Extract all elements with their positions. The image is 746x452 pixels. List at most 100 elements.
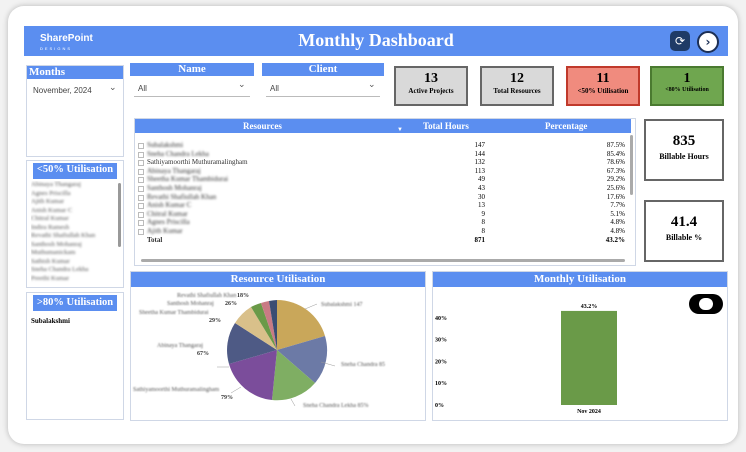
months-slicer: Months November, 2024 ⌄	[26, 65, 124, 157]
kpi-label: <50% Utilisation	[577, 87, 629, 95]
table-row[interactable]: Sathiyamoorthi Muthuramalingham 132 78.6%	[135, 158, 631, 167]
y-tick-label: 40%	[435, 316, 447, 322]
page-title: Monthly Dashboard	[298, 30, 454, 50]
table-row[interactable]: Sheetha Kumar Thambidurai 49 29.2%	[135, 175, 631, 184]
table-row[interactable]: Sneha Chandra Lekha 144 85.4%	[135, 150, 631, 159]
row-checkbox[interactable]	[138, 151, 144, 158]
row-name: Sathiyamoorthi Muthuramalingham	[147, 158, 248, 167]
divider	[134, 96, 250, 97]
list-item[interactable]: Preethi Kumar	[31, 274, 70, 282]
row-checkbox[interactable]	[138, 168, 144, 175]
col-percentage[interactable]: Percentage	[545, 121, 588, 131]
refresh-button[interactable]: ⟳	[670, 31, 690, 51]
row-checkbox[interactable]	[138, 186, 144, 192]
pie-slice[interactable]	[277, 300, 325, 350]
table-row[interactable]: Abinaya Thangaraj 113 67.3%	[135, 167, 631, 176]
list-item[interactable]: Agnes Priscilla	[31, 189, 71, 197]
row-name: Sheetha Kumar Thambidurai	[147, 175, 229, 184]
row-name: Abinaya Thangaraj	[147, 166, 201, 175]
toggle-button[interactable]	[689, 294, 723, 314]
row-hours: 132	[474, 158, 486, 167]
chevron-down-icon[interactable]: ⌄	[238, 80, 246, 90]
list-item[interactable]: Abinaya Thangaraj	[31, 181, 81, 188]
client-slicer: Client All ⌄	[262, 63, 384, 99]
list-item[interactable]: Muthumanickam	[31, 249, 76, 256]
sort-down-icon[interactable]: ▼	[397, 127, 403, 133]
kpi-value: 41.4	[670, 214, 698, 230]
total-hours: 871	[474, 235, 486, 244]
months-value[interactable]: November, 2024	[33, 86, 92, 95]
list-item[interactable]: Chitral Kumar	[31, 215, 69, 222]
row-percentage: 4.8%	[610, 227, 625, 235]
y-tick-label: 30%	[435, 338, 447, 344]
table-row[interactable]: Chitral Kumar 9 5.1%	[135, 210, 631, 219]
row-checkbox[interactable]	[138, 203, 144, 210]
row-name: Sneha Chandra Lekha	[147, 149, 209, 158]
horizontal-scrollbar[interactable]	[141, 259, 625, 262]
refresh-icon: ⟳	[674, 34, 686, 48]
pie-slice[interactable]	[269, 300, 277, 350]
col-resources[interactable]: Resources	[243, 121, 282, 131]
row-checkbox[interactable]	[138, 160, 144, 167]
chevron-down-icon[interactable]: ⌄	[368, 80, 376, 90]
kpi-value: 11	[596, 71, 610, 86]
list-item[interactable]: Santhosh Mohanraj	[31, 240, 82, 248]
client-value[interactable]: All	[270, 84, 279, 93]
row-percentage: 17.6%	[606, 192, 625, 201]
col-hours[interactable]: Total Hours	[423, 121, 469, 131]
list-item[interactable]: Revathi Shafiullah Khan	[31, 232, 96, 239]
pie-value-label: 29%	[209, 318, 221, 324]
pie-slice[interactable]	[277, 336, 328, 383]
list-item[interactable]: Sathish Kumar	[31, 257, 70, 265]
pie-slice[interactable]	[251, 303, 277, 350]
row-checkbox[interactable]	[138, 194, 144, 201]
kpi-total-resources: 12 Total Resources	[480, 66, 554, 106]
table-row[interactable]: Subalakshmi 147 87.5%	[135, 141, 631, 150]
list-item[interactable]: Sneha Chandra Lekha	[31, 266, 89, 273]
row-checkbox[interactable]	[138, 229, 144, 235]
y-tick-label: 0%	[435, 403, 444, 409]
over-80-name[interactable]: Subalakshmi	[31, 317, 70, 325]
sort-up-icon[interactable]	[33, 175, 117, 179]
table-row[interactable]: Santhosh Mohanraj 43 25.6%	[135, 184, 631, 193]
row-hours: 9	[481, 209, 486, 218]
list-item[interactable]: Anish Kumar C	[31, 206, 73, 214]
table-row[interactable]: Agnes Priscilla 8 4.8%	[135, 218, 631, 227]
table-row[interactable]: Ajith Kumar 8 4.8%	[135, 227, 631, 236]
client-label: Client	[262, 63, 384, 76]
pie-slice[interactable]	[261, 301, 277, 350]
pie-slice[interactable]	[235, 307, 277, 350]
pie-legend-label: Subalakshmi 147	[321, 302, 363, 308]
table-row[interactable]: Revathi Shafiullah Khan 30 17.6%	[135, 193, 631, 202]
vertical-scrollbar[interactable]	[630, 135, 633, 195]
monthly-utilisation-panel: Monthly Utilisation 40% 30% 20% 10% 0% 43.2%…	[432, 271, 728, 421]
row-checkbox[interactable]	[138, 177, 144, 184]
chevron-down-icon[interactable]: ⌄	[109, 83, 117, 93]
row-checkbox[interactable]	[138, 220, 144, 227]
scrollbar[interactable]	[118, 183, 121, 247]
pie-value-label: 79%	[221, 395, 233, 401]
kpi-value: 12	[510, 71, 524, 86]
kpi-billable-hours: 835 Billable Hours	[644, 119, 724, 181]
row-percentage: 67.3%	[606, 166, 625, 175]
y-tick-label: 20%	[435, 359, 447, 365]
resource-utilisation-panel: Resource Utilisation Revathi Shafiullah …	[130, 271, 426, 421]
list-item[interactable]: Indira Ramesh	[31, 223, 70, 231]
list-item[interactable]: Ajith Kumar	[31, 198, 65, 205]
pie-slice[interactable]	[227, 323, 277, 364]
name-value[interactable]: All	[138, 84, 147, 93]
kpi-label: Active Projects	[408, 87, 454, 95]
row-hours: 144	[474, 149, 486, 158]
row-checkbox[interactable]	[138, 211, 144, 218]
name-slicer: Name All ⌄	[130, 63, 254, 99]
pie-slice[interactable]	[229, 350, 277, 400]
row-hours: 13	[478, 201, 485, 210]
under-50-panel: <50% Utilisation Abinaya Thangaraj Agnes …	[26, 160, 124, 288]
row-checkbox[interactable]	[138, 143, 144, 149]
table-row-partial	[135, 133, 631, 139]
next-button[interactable]: ›	[697, 31, 719, 53]
table-header: Resources Total Hours Percentage ▼	[135, 119, 631, 133]
pie-slice[interactable]	[272, 350, 315, 401]
bar[interactable]	[561, 310, 617, 405]
table-row[interactable]: Anish Kumar C 13 7.7%	[135, 201, 631, 210]
